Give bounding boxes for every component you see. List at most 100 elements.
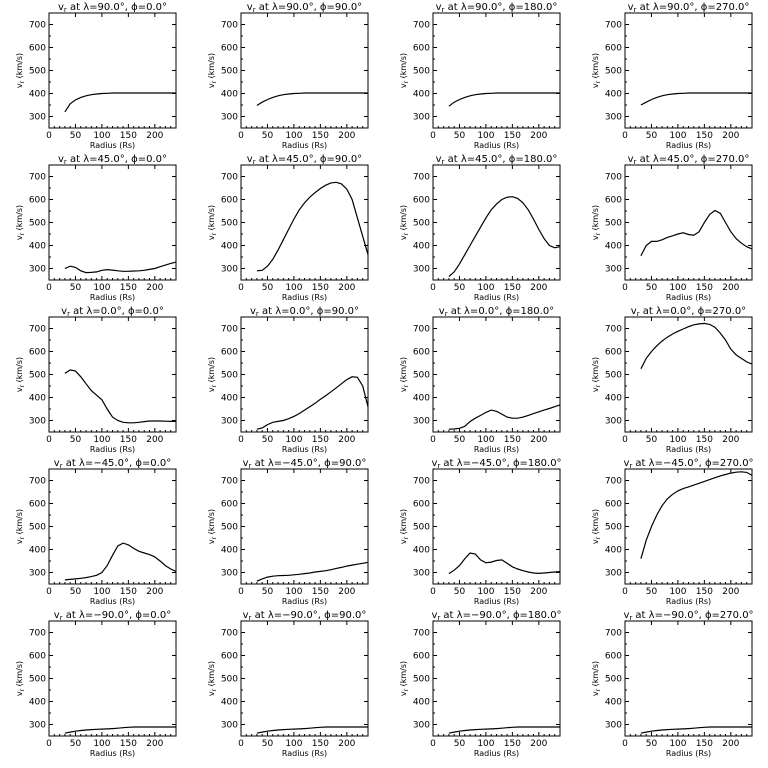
- y-tick-label: 300: [221, 569, 238, 579]
- y-tick-label: 400: [413, 394, 430, 404]
- y-tick-label: 700: [413, 21, 430, 31]
- y-axis-label: vr (km/s): [399, 509, 410, 544]
- x-tick-label: 150: [504, 435, 521, 445]
- y-tick-label: 500: [605, 675, 622, 685]
- x-tick-label: 150: [120, 435, 137, 445]
- x-tick-label: 150: [504, 283, 521, 293]
- y-tick-label: 600: [605, 500, 622, 510]
- x-tick-label: 100: [669, 587, 686, 597]
- plot-title: vr at λ=−45.0°, ϕ=180.0°: [431, 458, 561, 470]
- x-tick-label: 200: [146, 283, 163, 293]
- x-tick-label: 0: [46, 283, 52, 293]
- y-tick-label: 400: [221, 90, 238, 100]
- y-tick-label: 300: [221, 417, 238, 427]
- plot-title: vr at λ=90.0°, ϕ=270.0°: [628, 2, 750, 14]
- y-tick-label: 300: [413, 721, 430, 731]
- x-tick-label: 50: [70, 435, 82, 445]
- y-axis-label: vr (km/s): [399, 661, 410, 696]
- vr-series-line: [640, 322, 753, 370]
- plot-frame: [48, 316, 177, 433]
- y-tick-label: 400: [605, 546, 622, 556]
- y-tick-label: 600: [413, 652, 430, 662]
- x-tick-label: 50: [646, 435, 658, 445]
- y-tick-label: 500: [605, 67, 622, 77]
- y-tick-label: 400: [29, 242, 46, 252]
- x-tick-label: 50: [646, 739, 658, 749]
- y-tick-label: 500: [29, 675, 46, 685]
- y-tick-label: 700: [29, 629, 46, 639]
- y-axis-label: vr (km/s): [399, 357, 410, 392]
- subplot: vr at λ=−90.0°, ϕ=270.0° 0 50 100 150 200 300 4…: [591, 610, 754, 758]
- plot-title: vr at λ=90.0°, ϕ=180.0°: [436, 2, 558, 14]
- vr-series-line: [256, 376, 369, 430]
- vr-series-line: [256, 561, 369, 582]
- vr-series-line: [640, 209, 753, 257]
- x-tick-label: 50: [646, 131, 658, 141]
- y-tick-label: 400: [413, 546, 430, 556]
- x-axis-label: Radius (Rs): [90, 749, 135, 758]
- x-tick-label: 150: [312, 131, 329, 141]
- y-tick-label: 500: [29, 67, 46, 77]
- y-tick-label: 500: [413, 67, 430, 77]
- x-tick-label: 100: [669, 283, 686, 293]
- x-axis-label: Radius (Rs): [474, 597, 519, 606]
- x-axis-label: Radius (Rs): [90, 597, 135, 606]
- x-axis-label: Radius (Rs): [90, 293, 135, 302]
- y-tick-label: 300: [29, 417, 46, 427]
- x-tick-label: 100: [93, 131, 110, 141]
- x-axis-label: Radius (Rs): [666, 597, 711, 606]
- y-tick-label: 300: [29, 113, 46, 123]
- vr-series-line: [448, 92, 560, 107]
- y-tick-label: 400: [605, 698, 622, 708]
- x-tick-label: 0: [46, 739, 52, 749]
- y-axis-label: vr (km/s): [207, 509, 218, 544]
- vr-series-line: [256, 726, 368, 734]
- plot-title: vr at λ=90.0°, ϕ=90.0°: [247, 2, 362, 14]
- plot-frame: [624, 468, 753, 585]
- plot-title: vr at λ=90.0°, ϕ=0.0°: [58, 2, 167, 14]
- vr-series-line: [64, 261, 177, 274]
- y-tick-label: 500: [29, 219, 46, 229]
- y-tick-label: 300: [605, 265, 622, 275]
- y-tick-label: 600: [221, 44, 238, 54]
- y-tick-label: 700: [221, 21, 238, 31]
- y-axis-label: vr (km/s): [591, 205, 602, 240]
- plot-frame: [240, 620, 369, 737]
- y-tick-label: 400: [29, 546, 46, 556]
- y-tick-label: 600: [221, 196, 238, 206]
- x-tick-label: 100: [477, 131, 494, 141]
- y-tick-label: 300: [29, 569, 46, 579]
- plot-title: vr at λ=45.0°, ϕ=0.0°: [58, 154, 167, 166]
- y-tick-label: 500: [413, 219, 430, 229]
- y-tick-label: 400: [29, 698, 46, 708]
- y-tick-label: 500: [605, 523, 622, 533]
- x-tick-label: 150: [504, 587, 521, 597]
- y-tick-label: 700: [605, 325, 622, 335]
- plot-frame: [48, 620, 177, 737]
- x-axis-label: Radius (Rs): [90, 445, 135, 454]
- y-tick-label: 600: [605, 44, 622, 54]
- x-tick-label: 50: [454, 587, 466, 597]
- subplot: vr at λ=−45.0°, ϕ=90.0° 0 50 100 150 200 300 40…: [207, 458, 369, 606]
- x-tick-label: 150: [120, 283, 137, 293]
- y-tick-label: 600: [29, 196, 46, 206]
- plot-frame: [432, 12, 561, 129]
- plot-title: vr at λ=45.0°, ϕ=90.0°: [247, 154, 362, 166]
- x-tick-label: 0: [622, 435, 628, 445]
- plot-title: vr at λ=−90.0°, ϕ=270.0°: [623, 610, 753, 622]
- vr-series-line: [256, 92, 368, 107]
- y-tick-label: 300: [605, 569, 622, 579]
- subplot: vr at λ=90.0°, ϕ=90.0° 0 50 100 150 200 300 400…: [207, 2, 369, 150]
- x-tick-label: 200: [722, 587, 739, 597]
- x-axis-label: Radius (Rs): [474, 141, 519, 150]
- y-tick-label: 600: [413, 44, 430, 54]
- y-tick-label: 300: [413, 265, 430, 275]
- x-tick-label: 50: [70, 283, 82, 293]
- x-tick-label: 150: [696, 435, 713, 445]
- subplot: vr at λ=−90.0°, ϕ=180.0° 0 50 100 150 200 300 4…: [399, 610, 562, 758]
- plot-frame: [624, 12, 753, 129]
- vr-series-line: [448, 196, 561, 278]
- x-axis-label: Radius (Rs): [282, 141, 327, 150]
- plot-title: vr at λ=45.0°, ϕ=180.0°: [436, 154, 558, 166]
